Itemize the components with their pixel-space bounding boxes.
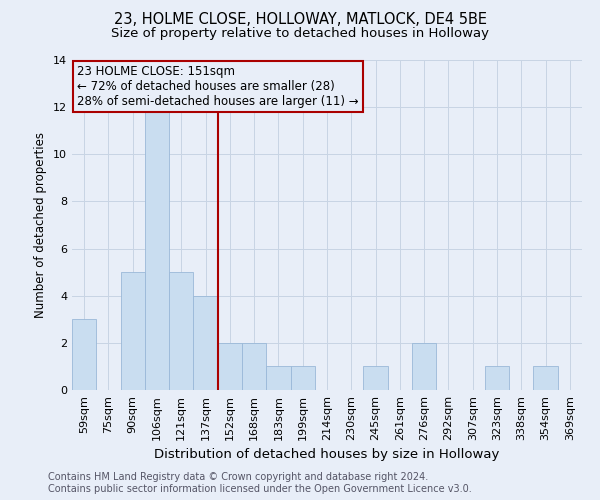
Bar bbox=[218, 343, 242, 390]
Bar bbox=[193, 296, 218, 390]
Bar bbox=[242, 343, 266, 390]
Bar bbox=[412, 343, 436, 390]
Text: Contains HM Land Registry data © Crown copyright and database right 2024.
Contai: Contains HM Land Registry data © Crown c… bbox=[48, 472, 472, 494]
Bar bbox=[266, 366, 290, 390]
Y-axis label: Number of detached properties: Number of detached properties bbox=[34, 132, 47, 318]
Bar bbox=[533, 366, 558, 390]
Text: 23 HOLME CLOSE: 151sqm
← 72% of detached houses are smaller (28)
28% of semi-det: 23 HOLME CLOSE: 151sqm ← 72% of detached… bbox=[77, 65, 359, 108]
Bar bbox=[485, 366, 509, 390]
Bar bbox=[169, 272, 193, 390]
Text: Size of property relative to detached houses in Holloway: Size of property relative to detached ho… bbox=[111, 28, 489, 40]
Bar bbox=[72, 320, 96, 390]
Text: 23, HOLME CLOSE, HOLLOWAY, MATLOCK, DE4 5BE: 23, HOLME CLOSE, HOLLOWAY, MATLOCK, DE4 … bbox=[113, 12, 487, 28]
Bar bbox=[290, 366, 315, 390]
Bar bbox=[121, 272, 145, 390]
X-axis label: Distribution of detached houses by size in Holloway: Distribution of detached houses by size … bbox=[154, 448, 500, 462]
Bar bbox=[364, 366, 388, 390]
Bar bbox=[145, 107, 169, 390]
